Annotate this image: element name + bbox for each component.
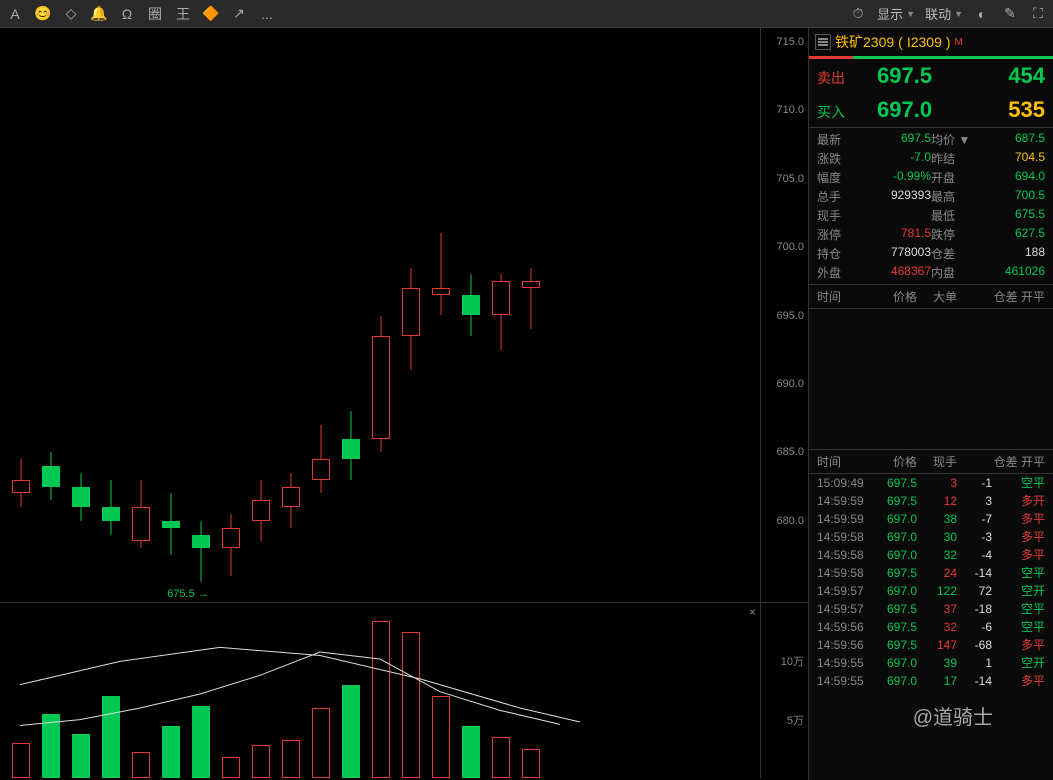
tick-row[interactable]: 14:59:58697.524-14空平 (809, 564, 1053, 582)
menu-icon[interactable] (815, 34, 831, 50)
y-tick-label: 715.0 (776, 36, 804, 48)
stat-cell: 持仓778003 (817, 245, 931, 262)
toolbar-icon[interactable]: ... (258, 5, 276, 23)
stat-cell: 幅度-0.99% (817, 169, 931, 186)
stat-cell: 最新697.5 (817, 131, 931, 148)
tick-row[interactable]: 14:59:57697.537-18空平 (809, 600, 1053, 618)
candle[interactable] (70, 473, 92, 521)
candle[interactable] (490, 274, 512, 349)
tick-row[interactable]: 15:09:49697.53-1空平 (809, 474, 1053, 492)
toolbar-icon[interactable]: 😊 (34, 5, 52, 23)
candle[interactable] (370, 316, 392, 453)
volume-chart[interactable]: × 10万5万 (0, 603, 808, 778)
stat-cell: 内盘461026 (931, 264, 1045, 281)
tick-row[interactable]: 14:59:59697.5123多开 (809, 492, 1053, 510)
price-chart[interactable]: 675.5 → 715.0 710.0 705.0 700.0 695.0 690.0 68… (0, 28, 808, 603)
volume-ma-lines (0, 603, 760, 778)
tick-row[interactable]: 14:59:59697.038-7多平 (809, 510, 1053, 528)
tick-row[interactable]: 14:59:58697.032-4多平 (809, 546, 1053, 564)
stat-cell: 最高700.5 (931, 188, 1045, 205)
tick-row[interactable]: 14:59:55697.017-14多平 (809, 672, 1053, 690)
toolbar-dropdown[interactable]: 显示 ▼ (877, 4, 915, 23)
candle[interactable] (190, 521, 212, 583)
y-tick-label: 10万 (781, 653, 804, 669)
candle[interactable] (520, 268, 542, 330)
stat-cell: 现手 (817, 207, 931, 224)
y-tick-label: 685.0 (776, 446, 804, 458)
stat-cell: 开盘694.0 (931, 169, 1045, 186)
candle[interactable] (220, 514, 242, 576)
candle[interactable] (340, 411, 362, 479)
stat-cell: 外盘468367 (817, 264, 931, 281)
low-marker: 675.5 → (167, 588, 209, 600)
stat-cell: 昨结704.5 (931, 150, 1045, 167)
candle[interactable] (40, 452, 62, 500)
candle[interactable] (130, 480, 152, 548)
toolbar-icon[interactable]: ⏱ (849, 5, 867, 23)
main-area: 675.5 → 715.0 710.0 705.0 700.0 695.0 690.0 68… (0, 28, 1053, 780)
toolbar-icon[interactable]: ↗ (230, 5, 248, 23)
stat-cell: 涨跌-7.0 (817, 150, 931, 167)
tick-list: 15:09:49697.53-1空平14:59:59697.5123多开14:5… (809, 474, 1053, 690)
candle[interactable] (100, 480, 122, 535)
sell-quote[interactable]: 卖出 697.5 454 (809, 59, 1053, 93)
tick-row[interactable]: 14:59:58697.030-3多平 (809, 528, 1053, 546)
toolbar-icon[interactable]: 王 (174, 5, 192, 23)
toolbar-icon[interactable]: Ω (118, 5, 136, 23)
toolbar: A 😊 ◇ 🔔 Ω圈王 🔶 ↗... ⏱ 显示 ▼ 联动 ▼ ◐ ✎ ⛶ (0, 0, 1053, 28)
quote-panel: 铁矿2309(I2309)M 卖出 697.5 454 买入 697.0 535… (808, 28, 1053, 780)
stat-cell: 仓差188 (931, 245, 1045, 262)
candle[interactable] (10, 459, 32, 507)
tick-row[interactable]: 14:59:55697.0391空开 (809, 654, 1053, 672)
candle[interactable] (430, 233, 452, 315)
stat-cell: 涨停781.5 (817, 226, 931, 243)
toolbar-icon[interactable]: 🔶 (202, 5, 220, 23)
y-tick-label: 5万 (787, 712, 804, 728)
stat-cell: 最低675.5 (931, 207, 1045, 224)
y-tick-label: 695.0 (776, 310, 804, 322)
tick-row[interactable]: 14:59:57697.012272空开 (809, 582, 1053, 600)
toolbar-icon[interactable]: ⛶ (1029, 5, 1047, 23)
candle[interactable] (250, 480, 272, 542)
y-tick-label: 690.0 (776, 378, 804, 390)
tick-header-1: 时间价格大单仓差 开平 (809, 284, 1053, 309)
toolbar-icon[interactable]: 圈 (146, 5, 164, 23)
candle[interactable] (460, 274, 482, 336)
candle[interactable] (310, 425, 332, 493)
y-tick-label: 680.0 (776, 515, 804, 527)
toolbar-dropdown[interactable]: 联动 ▼ (925, 4, 963, 23)
candle[interactable] (160, 493, 182, 555)
stat-cell: 均价 ▼687.5 (931, 131, 1045, 148)
chart-area: 675.5 → 715.0 710.0 705.0 700.0 695.0 690.0 68… (0, 28, 808, 780)
toolbar-icon[interactable]: ✎ (1001, 5, 1019, 23)
toolbar-icon[interactable]: ◐ (973, 5, 991, 23)
tick-row[interactable]: 14:59:56697.5147-68多平 (809, 636, 1053, 654)
y-tick-label: 700.0 (776, 241, 804, 253)
y-tick-label: 705.0 (776, 173, 804, 185)
toolbar-icon[interactable]: 🔔 (90, 5, 108, 23)
stats-grid: 最新697.5均价 ▼687.5涨跌-7.0昨结704.5幅度-0.99%开盘6… (809, 127, 1053, 284)
stat-cell: 总手929393 (817, 188, 931, 205)
candle[interactable] (280, 473, 302, 528)
tick-header-2: 时间价格现手仓差 开平 (809, 449, 1053, 474)
panel-header: 铁矿2309(I2309)M (809, 28, 1053, 56)
toolbar-icon[interactable]: ◇ (62, 5, 80, 23)
stat-cell: 跌停627.5 (931, 226, 1045, 243)
buy-quote[interactable]: 买入 697.0 535 (809, 93, 1053, 127)
toolbar-icon[interactable]: A (6, 5, 24, 23)
candle[interactable] (400, 268, 422, 371)
security-title: 铁矿2309(I2309)M (835, 32, 963, 52)
tick-row[interactable]: 14:59:56697.532-6空平 (809, 618, 1053, 636)
y-tick-label: 710.0 (776, 104, 804, 116)
